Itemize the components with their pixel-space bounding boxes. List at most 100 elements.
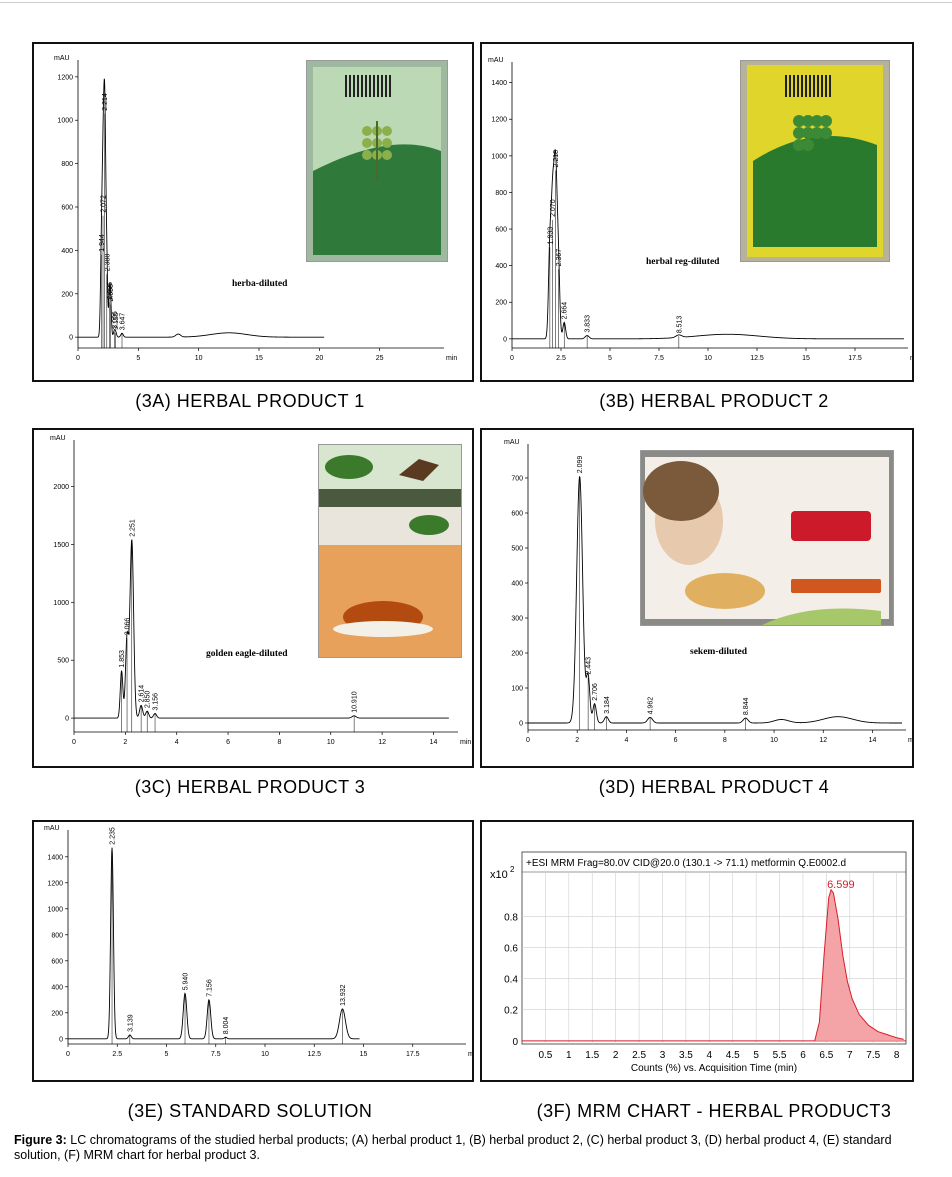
top-rule: [0, 2, 952, 3]
leaf-shape: [362, 126, 372, 136]
x-tick-label: 0: [72, 739, 76, 746]
x-tick-label: 4.5: [726, 1050, 740, 1061]
x-tick-label: 1: [566, 1050, 572, 1061]
x-tick-label: 10: [195, 355, 203, 362]
sample-annotation: herbal reg-diluted: [646, 257, 720, 267]
x-tick-label: 0.5: [538, 1050, 552, 1061]
barcode-bar: [357, 75, 359, 97]
brand-logo: [791, 511, 871, 541]
y-tick-label: 500: [511, 546, 523, 553]
leaf-shape: [382, 150, 392, 160]
brand-band: [319, 489, 461, 507]
peak-label: 1.933: [547, 227, 554, 245]
panel-3b: mAU min 0 200 400 600 800 1000 1200 1400 0 2.5 5 7.5 1…: [480, 42, 914, 382]
x-tick-label: 0: [526, 737, 530, 744]
x-tick-label: 4: [707, 1050, 713, 1061]
x-tick-label: 2.5: [632, 1050, 646, 1061]
x-tick-label: 0: [76, 355, 80, 362]
peak-label: 8.004: [223, 1017, 230, 1035]
y-unit-label: mAU: [504, 439, 520, 446]
peak-label: 2.218: [553, 150, 560, 168]
chromatogram-3c: mAU min 0 500 1000 1500 2000 0 2 4 6 8 10 12 14 1.853 2.…: [50, 435, 471, 746]
x-tick-label: 12: [819, 737, 827, 744]
x-tick-label: 5: [165, 1051, 169, 1058]
barcode-bar: [349, 75, 351, 97]
peak-label: 2.099: [577, 456, 584, 474]
barcode-bar: [797, 75, 799, 97]
x-unit-label: min: [910, 355, 912, 362]
barcode-bar: [829, 75, 831, 97]
y-tick-label: 0: [519, 721, 523, 728]
y-tick-label: 0: [65, 716, 69, 723]
caption-3d: (3D) HERBAL PRODUCT 4: [598, 777, 830, 797]
y-tick-label: 0: [59, 1036, 63, 1043]
peak-label: 2.614: [139, 685, 146, 703]
chromatogram-3e: mAU min 0 200 400 600 800 1000 1200 1400 0 2.5 5 7.5 1…: [44, 825, 472, 1058]
leaf-swoosh: [751, 608, 881, 625]
peak-label: 3.156: [153, 693, 160, 711]
y-tick-label: 1000: [47, 906, 63, 913]
x-unit-label: min: [460, 739, 471, 746]
y-unit-label: mAU: [50, 435, 66, 442]
x-tick-label: 2: [575, 737, 579, 744]
y-tick-label: 0.4: [504, 975, 518, 986]
herbal-package-photo: [641, 451, 893, 625]
y-tick-label: 800: [61, 161, 73, 168]
y-tick-label: 600: [51, 958, 63, 965]
y-tick-label: 200: [51, 1010, 63, 1017]
peak-label: 10.910: [352, 691, 359, 713]
x-tick-label: 15: [802, 355, 810, 362]
figure-caption-label: Figure 3:: [14, 1133, 67, 1147]
x-tick-label: 14: [430, 739, 438, 746]
barcode-bar: [813, 75, 815, 97]
figure-caption-text: LC chromatograms of the studied herbal p…: [14, 1133, 892, 1162]
x-tick-label: 10: [704, 355, 712, 362]
barcode-bar: [793, 75, 795, 97]
package-lower: [319, 545, 461, 657]
x-tick-label: 12: [378, 739, 386, 746]
y-tick-label: 300: [511, 616, 523, 623]
y-tick-label: 100: [511, 686, 523, 693]
peak-label: 8.844: [743, 697, 750, 715]
peak-label: 13.932: [340, 984, 347, 1006]
x-tick-label: 6: [800, 1050, 806, 1061]
peak-label: 2.850: [145, 691, 152, 709]
barcode-bar: [381, 75, 383, 97]
x-tick-label: 4: [624, 737, 628, 744]
peak-label: 2.605: [107, 282, 114, 300]
y-tick-label: 600: [61, 205, 73, 212]
y-tick-label: 200: [511, 651, 523, 658]
x-tick-label: 8: [894, 1050, 900, 1061]
x-unit-label: min: [446, 355, 457, 362]
figure-caption: Figure 3: LC chromatograms of the studie…: [14, 1133, 938, 1163]
x-tick-label: 14: [869, 737, 877, 744]
peak-label: 7.156: [206, 979, 213, 997]
x-tick-label: 2.5: [556, 355, 566, 362]
sample-annotation: herba-diluted: [232, 279, 288, 289]
x-tick-label: 7: [847, 1050, 853, 1061]
y-tick-label: 1500: [53, 542, 69, 549]
peak-label: 6.599: [827, 879, 855, 891]
portrait-hair: [643, 461, 719, 521]
signal-trace: [74, 539, 449, 719]
sample-annotation: golden eagle-diluted: [206, 649, 288, 659]
y-tick-label: 600: [511, 511, 523, 518]
y-tick-label: 2000: [53, 484, 69, 491]
x-tick-label: 6.5: [819, 1050, 833, 1061]
peak-label: 3.184: [604, 696, 611, 714]
barcode-bar: [821, 75, 823, 97]
barcode-bar: [373, 75, 375, 97]
peak-label: 2.235: [110, 827, 117, 845]
caption-3a: (3A) HERBAL PRODUCT 1: [135, 391, 365, 411]
signal-trace: [528, 476, 902, 724]
x-tick-label: 6: [674, 737, 678, 744]
y-tick-label: 600: [495, 227, 507, 234]
package-band: [313, 144, 441, 255]
peak-label: 8.513: [676, 316, 683, 334]
peak-label: 2.443: [586, 657, 593, 675]
y-tick-label: 400: [51, 984, 63, 991]
barcode-bar: [365, 75, 367, 97]
y-tick-label: 800: [51, 932, 63, 939]
leaf-shape: [382, 138, 392, 148]
x-tick-label: 10: [327, 739, 335, 746]
